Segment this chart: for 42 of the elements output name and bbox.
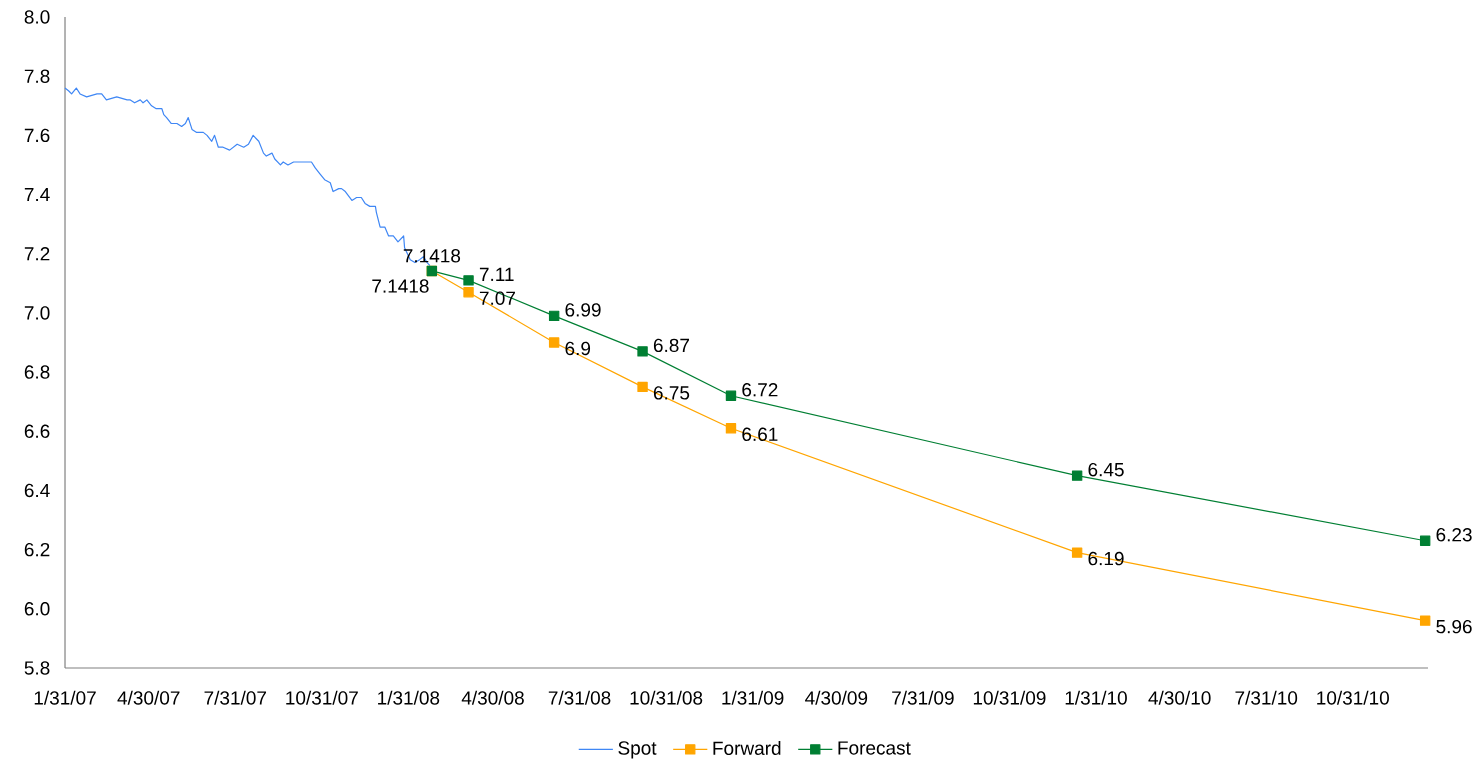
x-tick-label: 10/31/08 bbox=[630, 690, 703, 705]
y-tick-label: 6.0 bbox=[24, 602, 50, 616]
data-label: 5.96 bbox=[1436, 619, 1472, 634]
legend-label: Forecast bbox=[838, 741, 911, 755]
data-label: 6.9 bbox=[565, 341, 591, 356]
y-tick-label: 7.2 bbox=[24, 247, 50, 261]
data-label: 6.61 bbox=[742, 427, 778, 442]
data-label: 6.75 bbox=[653, 386, 690, 400]
data-label: 7.11 bbox=[479, 267, 514, 281]
x-tick-label: 1/31/08 bbox=[378, 690, 440, 705]
data-label: 6.23 bbox=[1436, 528, 1472, 542]
y-tick-label: 7.4 bbox=[24, 187, 50, 202]
x-tick-label: 4/30/07 bbox=[117, 690, 180, 705]
y-tick-label: 6.4 bbox=[24, 483, 50, 498]
x-tick-label: 7/31/07 bbox=[204, 690, 267, 705]
legend-label: Forward bbox=[713, 741, 781, 756]
y-tick-label: 7.8 bbox=[24, 69, 50, 83]
y-tick-label: 7.6 bbox=[24, 128, 50, 143]
y-tick-label: 5.8 bbox=[24, 661, 50, 675]
data-label: 6.45 bbox=[1088, 462, 1124, 477]
y-tick-label: 7.0 bbox=[24, 306, 50, 320]
x-tick-label: 4/30/08 bbox=[461, 690, 524, 705]
x-tick-label: 10/31/09 bbox=[973, 690, 1046, 705]
y-tick-label: 6.6 bbox=[24, 424, 50, 438]
data-label: 7.1418 bbox=[372, 279, 429, 293]
x-tick-label: 4/30/10 bbox=[1148, 690, 1211, 705]
x-tick-label: 4/30/09 bbox=[805, 690, 868, 705]
y-tick-label: 6.8 bbox=[24, 365, 50, 379]
x-tick-label: 7/31/09 bbox=[892, 690, 954, 705]
data-label: 6.87 bbox=[653, 338, 689, 353]
x-tick-label: 1/31/07 bbox=[34, 690, 96, 705]
x-tick-label: 1/31/10 bbox=[1065, 690, 1127, 705]
data-label: 6.72 bbox=[742, 383, 778, 397]
x-tick-label: 1/31/09 bbox=[722, 690, 784, 705]
x-tick-label: 10/31/07 bbox=[286, 690, 358, 705]
legend-label: Spot bbox=[618, 741, 657, 759]
x-tick-label: 10/31/10 bbox=[1317, 690, 1389, 705]
data-label: 6.99 bbox=[565, 303, 601, 317]
y-tick-label: 8.0 bbox=[24, 10, 50, 24]
y-tick-label: 6.2 bbox=[24, 542, 50, 557]
x-tick-label: 7/31/10 bbox=[1235, 690, 1298, 705]
x-tick-label: 7/31/08 bbox=[548, 690, 611, 705]
